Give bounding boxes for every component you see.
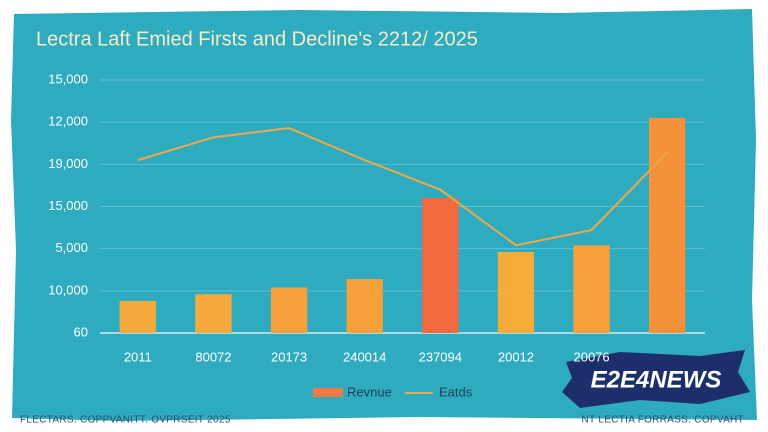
legend-label: Revnue (347, 384, 392, 399)
x-tick-label: 20076 (573, 349, 609, 364)
line (137, 127, 668, 247)
legend-label: Eatds (439, 384, 473, 399)
x-tick-label: 20012 (498, 349, 534, 364)
logo-brush (562, 350, 750, 408)
legend-swatch (313, 388, 343, 397)
bar (497, 252, 535, 333)
x-tick-label: 2011 (124, 349, 152, 364)
bar (649, 117, 686, 333)
bar (119, 300, 156, 333)
bar (195, 294, 232, 333)
y-tick-label: 12,000 (48, 114, 88, 129)
x-tick-label: 20173 (271, 349, 307, 364)
x-tick-label: 80072 (195, 349, 231, 364)
y-tick-label: 10,000 (48, 282, 88, 297)
y-tick-label: 5,000 (55, 240, 88, 255)
logo: E2E4NEWS (591, 366, 722, 393)
y-tick-label: 15,000 (48, 198, 88, 213)
bar (270, 287, 308, 333)
x-tick-label: 240014 (343, 349, 386, 364)
bar (573, 245, 610, 333)
chart-title: Lectra Laft Emied Firsts and Decline's 2… (36, 28, 478, 50)
bar (422, 198, 459, 333)
bar (346, 279, 383, 333)
y-tick-label: 60 (74, 324, 88, 339)
footer-right: NT LECTIA FORRASS. COPVAHT (582, 415, 744, 426)
y-tick-label: 19,000 (48, 156, 88, 171)
x-tick-label: 237094 (419, 349, 462, 364)
footer-left: FLECTARS. COPPVANITT. OVPRSEIT 2025 (20, 415, 231, 426)
y-tick-label: 15,000 (48, 71, 88, 86)
